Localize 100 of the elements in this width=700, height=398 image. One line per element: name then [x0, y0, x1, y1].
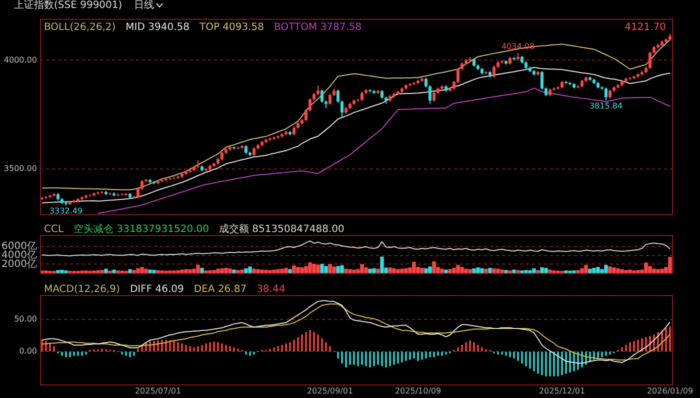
bar — [168, 270, 172, 273]
y-tick-label: 0.00 — [19, 346, 37, 356]
bar — [380, 256, 384, 273]
bar — [176, 270, 180, 273]
annotation: 4034.08 — [501, 42, 535, 51]
bar — [600, 269, 604, 273]
bar — [212, 270, 216, 273]
bar — [280, 268, 284, 273]
bar — [636, 270, 640, 273]
bar — [496, 268, 500, 273]
bar — [288, 269, 292, 273]
bar — [312, 264, 316, 273]
bar — [60, 270, 64, 273]
bar — [548, 270, 552, 273]
bar — [396, 269, 400, 273]
text: 38.44 — [256, 284, 286, 295]
bar — [184, 269, 188, 273]
bar — [440, 268, 444, 273]
text: TOP 4093.58 — [198, 22, 264, 33]
bar — [192, 268, 196, 273]
bar — [368, 268, 372, 273]
bar — [268, 270, 272, 273]
bar — [300, 267, 304, 273]
bar — [64, 270, 68, 273]
bar — [620, 269, 624, 273]
candlestick — [176, 176, 180, 179]
bar — [576, 270, 580, 273]
y-tick-label: 2000亿 — [2, 258, 37, 270]
bar — [604, 264, 608, 273]
bar — [592, 268, 596, 273]
bar — [468, 269, 472, 273]
bar — [160, 270, 164, 273]
bar — [460, 266, 464, 273]
x-tick-label: 2025/09/01 — [306, 386, 354, 396]
bar — [608, 266, 612, 273]
bar — [492, 268, 496, 273]
bar — [480, 268, 484, 273]
y-tick-label: 50.00 — [14, 314, 37, 324]
bar — [252, 268, 256, 273]
annotation: 成交额 851350847488.00 — [218, 223, 344, 235]
chart-title: 上证指数(SSE 999001) — [14, 0, 122, 11]
bar — [84, 270, 88, 273]
bar — [56, 270, 60, 273]
bar — [520, 270, 524, 273]
bar — [204, 270, 208, 273]
bar — [536, 270, 540, 273]
bar — [516, 270, 520, 273]
annotation: 空头减仓 331837931520.00 — [74, 223, 209, 235]
bar — [420, 268, 424, 273]
bar — [376, 268, 380, 273]
legend-title: BOLL(26,26,2) — [44, 22, 116, 33]
text: DEA 26.87 — [194, 284, 247, 295]
bar — [484, 268, 488, 273]
bar — [344, 268, 348, 273]
bar — [464, 268, 468, 273]
bar — [612, 267, 616, 273]
bar — [116, 270, 120, 273]
bar — [304, 266, 308, 273]
bar — [400, 268, 404, 273]
bar — [248, 266, 252, 273]
bar — [328, 264, 332, 273]
bar — [580, 268, 584, 273]
bar — [456, 264, 460, 273]
chart-subtitle: 日线 — [134, 0, 154, 11]
bar — [264, 270, 268, 273]
bar — [616, 268, 620, 273]
text: DIFF 46.09 — [130, 284, 184, 295]
bar — [236, 270, 240, 273]
x-tick-label: 2026/01/09 — [646, 386, 694, 396]
bar — [180, 270, 184, 273]
bar — [256, 269, 260, 273]
bar — [100, 270, 104, 273]
legend-title: MACD(12,26,9) — [44, 284, 120, 295]
candlestick — [484, 71, 488, 74]
bar — [552, 270, 556, 273]
text: BOTTOM 3787.58 — [274, 22, 362, 33]
bar — [596, 266, 600, 273]
bar — [388, 267, 392, 273]
bar — [276, 269, 280, 273]
bar — [476, 267, 480, 273]
bar — [292, 265, 296, 273]
bar — [564, 270, 568, 273]
bar — [216, 268, 220, 273]
bar — [112, 270, 116, 273]
bar — [136, 268, 140, 273]
bar — [472, 268, 476, 273]
bar — [228, 268, 232, 273]
bar — [140, 266, 144, 273]
bar — [244, 268, 248, 273]
bar — [320, 264, 324, 273]
bar — [196, 264, 200, 273]
bar — [452, 268, 456, 273]
bar — [512, 270, 516, 273]
bar — [544, 268, 548, 273]
bar — [188, 269, 192, 273]
bar — [316, 264, 320, 273]
bar — [524, 270, 528, 273]
bar — [232, 270, 236, 273]
bar — [656, 269, 660, 273]
bar — [132, 270, 136, 273]
